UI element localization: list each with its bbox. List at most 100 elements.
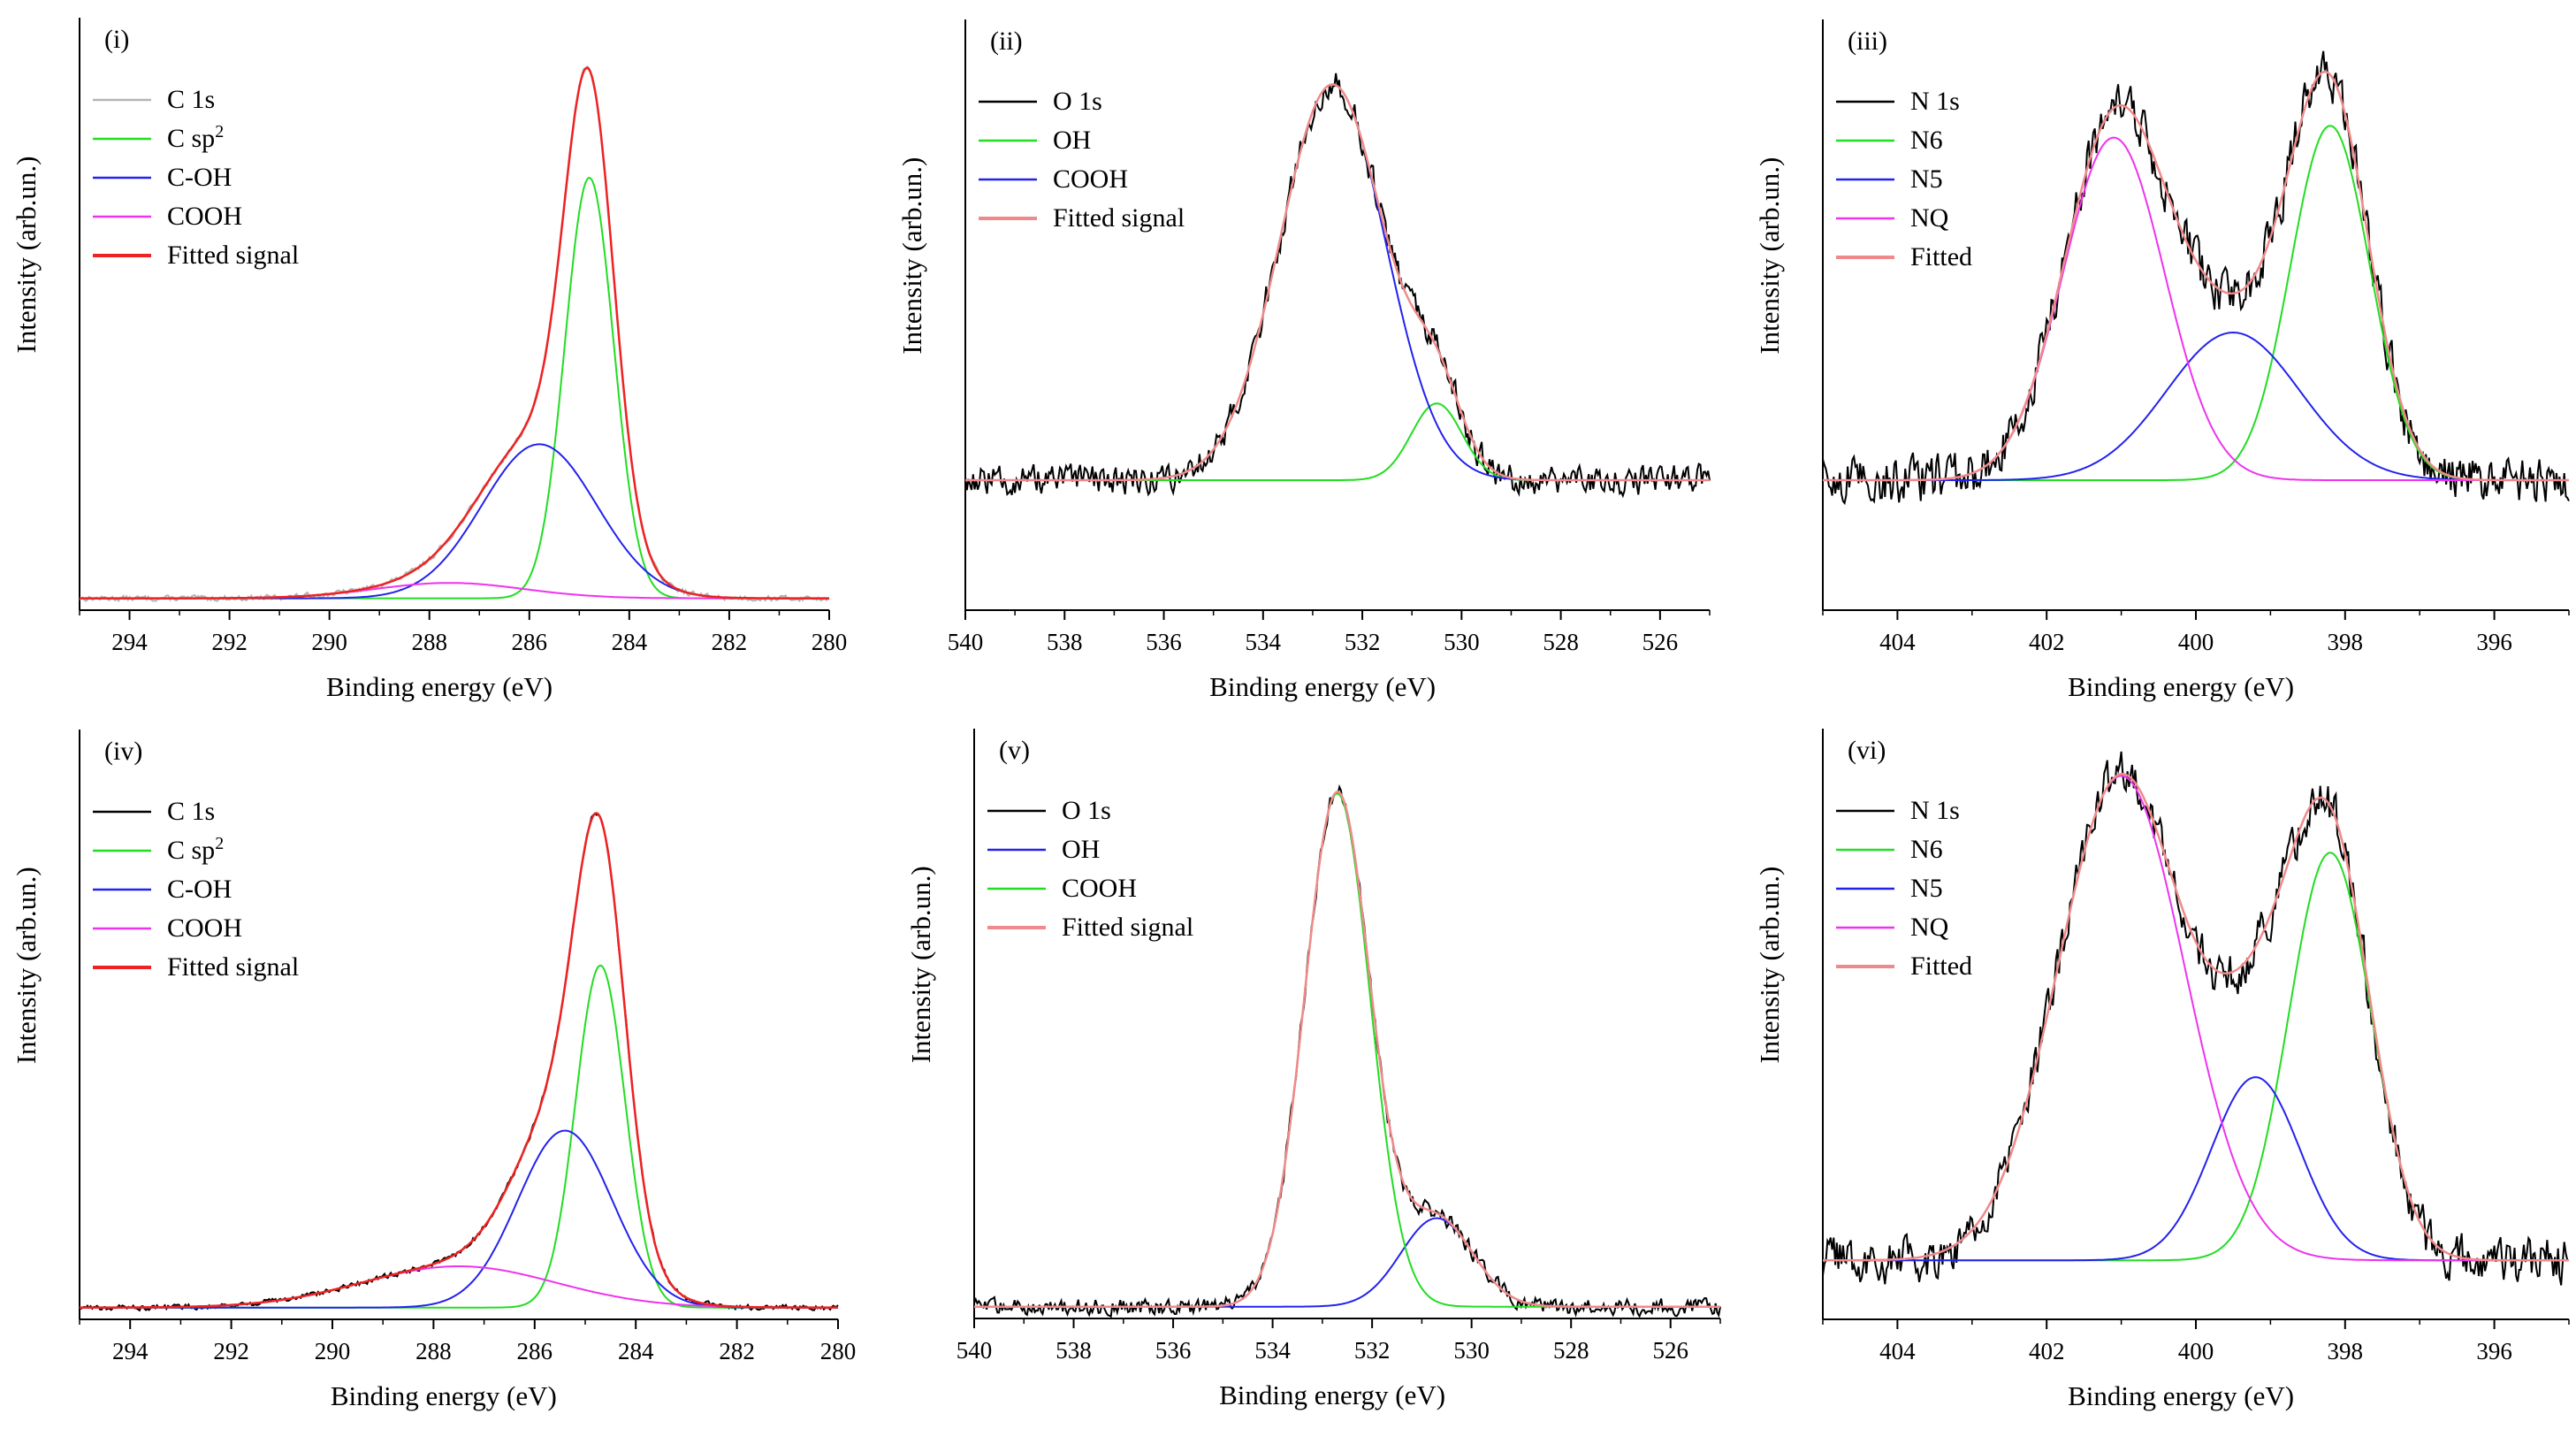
- y-axis-label-vi: Intensity (arb.un.): [1754, 867, 1785, 1064]
- legend-label-c-sp2-i: C sp2: [167, 122, 224, 153]
- legend-label-c-1s-iv: C 1s: [167, 797, 215, 826]
- x-tick-label-ii-536: 536: [1146, 629, 1182, 655]
- legend-i: C 1s C sp2 C-OH COOH Fitted signal: [93, 85, 299, 270]
- y-axis-label-iv: Intensity (arb.un.): [11, 867, 42, 1064]
- series-oh-ii: [965, 402, 1710, 481]
- x-tick-label-iv-290: 290: [315, 1338, 351, 1364]
- x-tick-label-i-292: 292: [211, 629, 248, 655]
- x-axis-label-vi: Binding energy (eV): [2068, 1380, 2294, 1411]
- x-tick-label-iv-282: 282: [719, 1338, 755, 1364]
- legend-label-o-1s-ii: O 1s: [1053, 87, 1102, 116]
- series-cooh-iv: [80, 1265, 838, 1309]
- series-n5-vi: [1823, 1076, 2569, 1262]
- series-n-1s-vi: [1822, 751, 2570, 1286]
- x-tick-label-ii-532: 532: [1345, 629, 1381, 655]
- legend-ii: O 1s OH COOH Fitted signal: [979, 87, 1185, 233]
- panel-tag-v: (v): [999, 736, 1030, 765]
- x-axis-label-i: Binding energy (eV): [326, 671, 553, 702]
- x-tick-label-iii-404: 404: [1879, 629, 1916, 655]
- series-fitted-signal-ii: [965, 83, 1710, 482]
- series-fitted-vi: [1823, 773, 2569, 1262]
- series-fitted-signal-iv: [80, 812, 838, 1309]
- x-tick-label-iv-284: 284: [618, 1338, 654, 1364]
- x-tick-label-v-536: 536: [1155, 1337, 1192, 1364]
- panel-iv: 294 292 290 288 286 284 282 280 Binding energy (…: [11, 730, 856, 1411]
- y-axis-label-v: Intensity (arb.un.): [905, 866, 936, 1063]
- y-axis-label-ii: Intensity (arb.un.): [896, 157, 927, 355]
- series-c-oh-i: [80, 443, 829, 600]
- y-axis-label-iii: Intensity (arb.un.): [1754, 157, 1785, 355]
- series-c-sp2-iv: [80, 964, 838, 1309]
- x-tick-label-vi-404: 404: [1879, 1338, 1916, 1364]
- x-tick-label-ii-530: 530: [1444, 629, 1480, 655]
- legend-label-n-1s-iii: N 1s: [1910, 87, 1960, 116]
- x-tick-label-vi-396: 396: [2476, 1338, 2512, 1364]
- legend-label-fitted-signal-i: Fitted signal: [167, 241, 299, 270]
- x-axis-label-ii: Binding energy (eV): [1209, 671, 1436, 702]
- x-tick-label-iv-288: 288: [415, 1338, 452, 1364]
- legend-label-cooh-v: COOH: [1062, 874, 1137, 903]
- legend-label-c-sp2-iv: C sp2: [167, 834, 224, 865]
- x-tick-label-ii-540: 540: [948, 629, 984, 655]
- panel-tag-i: (i): [104, 25, 129, 54]
- series-n5-iii: [1823, 331, 2569, 481]
- legend-label-oh-v: OH: [1062, 835, 1100, 864]
- legend-label-cooh-i: COOH: [167, 202, 242, 231]
- legend-vi: N 1s N6 N5 NQ Fitted: [1836, 796, 1972, 981]
- x-axis-label-iv: Binding energy (eV): [331, 1380, 557, 1411]
- series-o-1s-v: [973, 783, 1721, 1318]
- panel-iii: 404 402 400 398 396 Binding energy (eV) Intens…: [1754, 19, 2570, 702]
- legend-label-cooh-iv: COOH: [167, 913, 242, 943]
- legend-label-n-1s-vi: N 1s: [1910, 796, 1960, 825]
- x-tick-label-v-534: 534: [1254, 1337, 1291, 1364]
- series-oh-v: [974, 1217, 1720, 1308]
- x-tick-label-iv-286: 286: [517, 1338, 553, 1364]
- series-fitted-signal-v: [974, 790, 1720, 1308]
- x-tick-label-vi-398: 398: [2328, 1338, 2364, 1364]
- panel-tag-iii: (iii): [1848, 27, 1887, 56]
- x-tick-label-iii-396: 396: [2476, 629, 2512, 655]
- panel-tag-iv: (iv): [104, 737, 142, 766]
- x-tick-label-i-280: 280: [812, 629, 848, 655]
- legend-iv: C 1s C sp2 C-OH COOH Fitted signal: [93, 797, 299, 982]
- x-tick-label-ii-528: 528: [1543, 629, 1579, 655]
- legend-label-oh-ii: OH: [1053, 126, 1091, 155]
- series-n-1s-iii: [1822, 50, 2570, 506]
- x-tick-label-v-532: 532: [1354, 1337, 1391, 1364]
- legend-label-fitted-iii: Fitted: [1910, 242, 1972, 271]
- x-tick-label-vi-402: 402: [2029, 1338, 2065, 1364]
- panel-vi: 404 402 400 398 396 Binding energy (eV) Intens…: [1754, 729, 2570, 1411]
- y-axis-label-i: Intensity (arb.un.): [11, 157, 42, 354]
- x-tick-label-v-528: 528: [1553, 1337, 1589, 1364]
- legend-label-c-oh-iv: C-OH: [167, 875, 232, 904]
- x-tick-label-iii-398: 398: [2328, 629, 2364, 655]
- legend-v: O 1s OH COOH Fitted signal: [987, 796, 1193, 942]
- legend-label-nq-vi: NQ: [1910, 913, 1949, 942]
- legend-label-n6-vi: N6: [1910, 835, 1943, 864]
- legend-label-fitted-vi: Fitted: [1910, 951, 1972, 981]
- legend-label-cooh-ii: COOH: [1053, 164, 1128, 194]
- x-tick-label-v-526: 526: [1652, 1337, 1688, 1364]
- x-tick-label-v-530: 530: [1453, 1337, 1490, 1364]
- legend-label-c-1s-i: C 1s: [167, 85, 215, 114]
- x-tick-label-iv-294: 294: [112, 1338, 149, 1364]
- x-tick-label-v-540: 540: [956, 1337, 993, 1364]
- x-tick-label-iv-292: 292: [213, 1338, 249, 1364]
- series-fitted-signal-i: [80, 66, 829, 600]
- legend-label-fitted-signal-v: Fitted signal: [1062, 913, 1193, 942]
- panel-tag-vi: (vi): [1848, 736, 1886, 765]
- series-cooh-v: [974, 792, 1720, 1308]
- x-tick-label-i-288: 288: [411, 629, 447, 655]
- series-fitted-iii: [1823, 70, 2569, 482]
- panel-i: 294 292 290 288 286 284 282 280 Binding energy (…: [11, 18, 847, 702]
- x-tick-label-iii-402: 402: [2029, 629, 2065, 655]
- x-axis-label-v: Binding energy (eV): [1219, 1379, 1445, 1410]
- series-c-oh-iv: [80, 1129, 838, 1309]
- x-tick-label-ii-538: 538: [1047, 629, 1083, 655]
- x-tick-label-vi-400: 400: [2178, 1338, 2214, 1364]
- legend-iii: N 1s N6 N5 NQ Fitted: [1836, 87, 1972, 271]
- x-tick-label-i-290: 290: [311, 629, 347, 655]
- x-axis-label-iii: Binding energy (eV): [2068, 671, 2294, 702]
- x-tick-label-ii-526: 526: [1642, 629, 1679, 655]
